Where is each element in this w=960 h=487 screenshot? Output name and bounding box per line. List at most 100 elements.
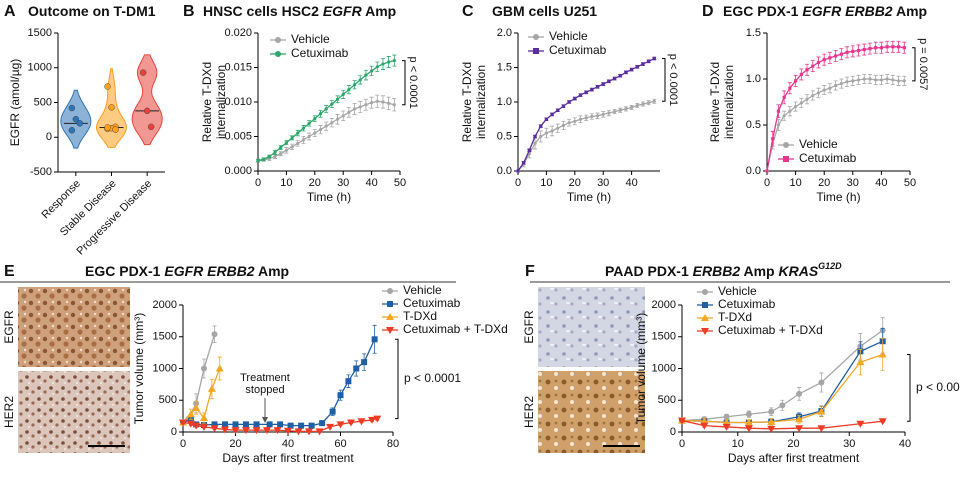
data-point	[68, 104, 76, 112]
marker	[386, 313, 394, 320]
x-tick-label: 20	[309, 177, 321, 189]
marker	[307, 121, 311, 125]
marker	[262, 157, 266, 161]
marker	[799, 72, 803, 76]
marker	[556, 126, 560, 130]
marker	[273, 427, 282, 435]
title-part: EGC PDX-1	[723, 3, 802, 19]
marker	[805, 97, 809, 101]
y-tick-label: 0	[171, 426, 177, 438]
title-part: GBM cells U251	[492, 3, 597, 19]
marker	[822, 58, 826, 62]
x-tick-label: 30	[847, 177, 859, 189]
marker	[618, 108, 622, 112]
title-part: Amp	[740, 263, 778, 279]
image-label: HER2	[2, 396, 16, 428]
marker	[868, 47, 872, 51]
marker	[722, 418, 731, 426]
y-tick-label: 1.0	[746, 73, 761, 85]
data-point	[143, 107, 151, 115]
marker	[817, 425, 826, 433]
marker	[267, 154, 271, 159]
marker	[744, 418, 753, 426]
title-part: G12D	[818, 261, 842, 271]
x-axis-label: Days after first treatment	[222, 451, 354, 465]
marker	[324, 107, 328, 111]
y-tick-label: 0	[46, 131, 52, 143]
y-axis-label: Tumor volume (mm³)	[132, 313, 146, 425]
panel-title: Outcome on T-DM1	[28, 3, 156, 19]
legend-label: Cetuximab	[718, 297, 776, 311]
histology-image	[538, 371, 645, 453]
marker	[273, 150, 277, 154]
marker	[776, 109, 781, 113]
y-tick-label: 1500	[153, 331, 177, 343]
y-axis-label: internalization	[722, 65, 736, 139]
marker	[902, 79, 906, 83]
marker	[392, 59, 396, 63]
marker	[370, 101, 374, 105]
bracket	[912, 47, 916, 82]
title-part: EGFR ERBB2	[164, 263, 254, 279]
marker	[200, 423, 208, 431]
marker	[630, 67, 634, 72]
marker	[533, 141, 537, 145]
marker	[296, 141, 300, 145]
panel-title: GBM cells U251	[492, 3, 597, 19]
histology-image	[18, 287, 130, 367]
title-part: EGFR	[323, 3, 363, 19]
marker	[868, 77, 872, 81]
marker	[371, 336, 378, 343]
marker	[313, 116, 317, 121]
marker	[795, 425, 804, 433]
y-axis-label: Tumor volume (mm³)	[634, 313, 648, 425]
y-tick-label: 1500	[28, 27, 52, 39]
marker	[612, 110, 617, 114]
y-tick-label: 1000	[652, 362, 676, 374]
marker	[767, 417, 776, 425]
marker	[701, 314, 709, 321]
marker	[590, 87, 594, 92]
marker	[539, 124, 543, 128]
marker	[179, 419, 187, 427]
p-value: p < 0.0001	[916, 380, 960, 394]
y-tick-label: 0.0	[497, 165, 512, 177]
marker	[301, 126, 306, 130]
marker	[341, 92, 345, 97]
series-line	[187, 334, 216, 420]
marker	[324, 124, 328, 128]
y-axis-label: Relative T-DXd	[460, 62, 474, 142]
legend-label: T-DXd	[718, 310, 752, 324]
marker	[722, 423, 731, 431]
data-point	[112, 126, 119, 133]
y-tick-label: 1000	[153, 362, 177, 374]
marker	[776, 123, 781, 127]
marker	[896, 45, 901, 49]
marker	[315, 428, 324, 436]
x-tick-label: 40	[282, 438, 294, 450]
x-tick-label: 10	[280, 177, 292, 189]
marker	[364, 103, 368, 107]
marker	[387, 301, 393, 307]
data-point	[72, 115, 80, 123]
y-tick-label: 0.005	[224, 130, 252, 142]
marker	[879, 78, 884, 82]
marker	[794, 105, 798, 109]
marker	[788, 109, 792, 113]
panel-letter: A	[4, 3, 16, 20]
marker	[845, 50, 849, 54]
marker	[851, 49, 855, 53]
marker	[856, 48, 861, 53]
marker	[296, 131, 300, 135]
marker	[745, 411, 752, 418]
marker	[381, 100, 385, 104]
marker	[811, 93, 815, 98]
panel-letter: B	[183, 3, 195, 20]
y-tick-label: 0.0	[746, 165, 761, 177]
marker	[186, 420, 195, 428]
marker	[266, 421, 273, 428]
marker	[896, 79, 901, 83]
marker	[794, 79, 798, 83]
marker	[284, 148, 288, 152]
x-axis-label: Time (h)	[816, 190, 860, 204]
